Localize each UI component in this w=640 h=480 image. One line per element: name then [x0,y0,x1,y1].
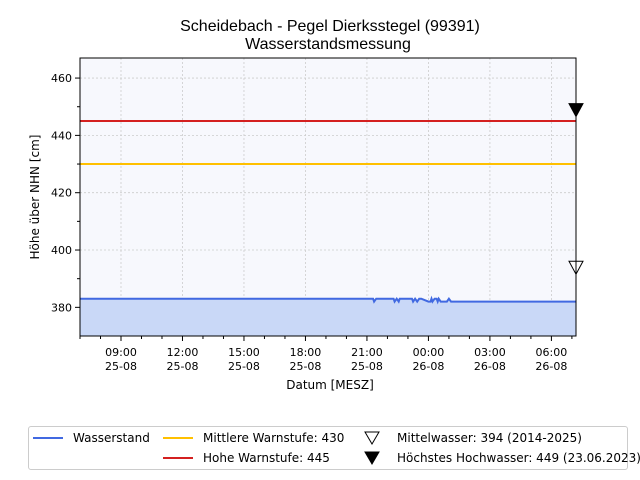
x-tick-label-time: 09:00 [105,346,137,359]
series-area [80,298,576,336]
x-tick-label-date: 25-08 [166,360,198,373]
x-tick-label-time: 00:00 [413,346,445,359]
threshold-lines [80,120,576,166]
x-tick-label-time: 15:00 [228,346,260,359]
y-tick-label: 400 [51,244,72,257]
chart: Scheidebach - Pegel Dierksstegel (99391)… [28,18,584,392]
x-axis: 09:0025-0812:0025-0815:0025-0818:0025-08… [79,336,573,373]
legend: Wasserstand Mittlere Warnstufe: 430 Hohe… [28,426,640,470]
x-tick-label-time: 06:00 [536,346,568,359]
chart-subtitle: Wasserstandsmessung [245,36,411,53]
x-tick-label-date: 26-08 [474,360,506,373]
y-tick-label: 440 [51,129,72,142]
x-tick-label-date: 26-08 [535,360,567,373]
triangle-down-filled-icon [357,451,387,465]
legend-line-wasserstand [33,437,63,439]
y-tick-label: 460 [51,72,72,85]
legend-label-hoechstes-hochwasser: Höchstes Hochwasser: 449 (23.06.2023) [397,451,640,465]
legend-label-mittlere-warnstufe: Mittlere Warnstufe: 430 [203,431,345,445]
y-axis: 380 400 420 440 460 [51,72,80,314]
legend-label-hohe-warnstufe: Hohe Warnstufe: 445 [203,451,330,465]
series-lines [80,295,576,305]
x-tick-label-date: 25-08 [228,360,260,373]
legend-line-mittlere-warnstufe [163,437,193,439]
x-axis-label: Datum [MESZ] [286,378,374,392]
x-tick-label-time: 18:00 [290,346,322,359]
chart-title: Scheidebach - Pegel Dierksstegel (99391) [180,18,480,35]
series-area-fill [80,298,576,336]
x-tick-label-date: 25-08 [105,360,137,373]
plot-area [80,58,576,336]
x-tick-label-time: 03:00 [474,346,506,359]
legend-label-mittelwasser: Mittelwasser: 394 (2014-2025) [397,431,582,445]
plot-frame [79,57,577,337]
x-tick-label-time: 12:00 [167,346,199,359]
legend-item-wasserstand: Wasserstand [33,428,150,448]
legend-label-wasserstand: Wasserstand [73,431,150,445]
legend-item-mittelwasser: Mittelwasser: 394 (2014-2025) [357,428,582,448]
legend-item-hohe-warnstufe: Hohe Warnstufe: 445 [163,448,330,468]
y-tick-label: 420 [51,187,72,200]
x-tick-label-time: 21:00 [351,346,383,359]
series-line-wasserstand [80,295,576,305]
y-axis-label: Höhe über NHN [cm] [28,135,42,260]
legend-item-hoechstes-hochwasser: Höchstes Hochwasser: 449 (23.06.2023) [357,448,640,468]
x-tick-label-date: 25-08 [351,360,383,373]
x-tick-label-date: 25-08 [289,360,321,373]
legend-line-hohe-warnstufe [163,457,193,459]
x-tick-label-date: 26-08 [412,360,444,373]
legend-item-mittlere-warnstufe: Mittlere Warnstufe: 430 [163,428,344,448]
triangle-down-open-icon [357,431,387,445]
y-tick-label: 380 [51,301,72,314]
